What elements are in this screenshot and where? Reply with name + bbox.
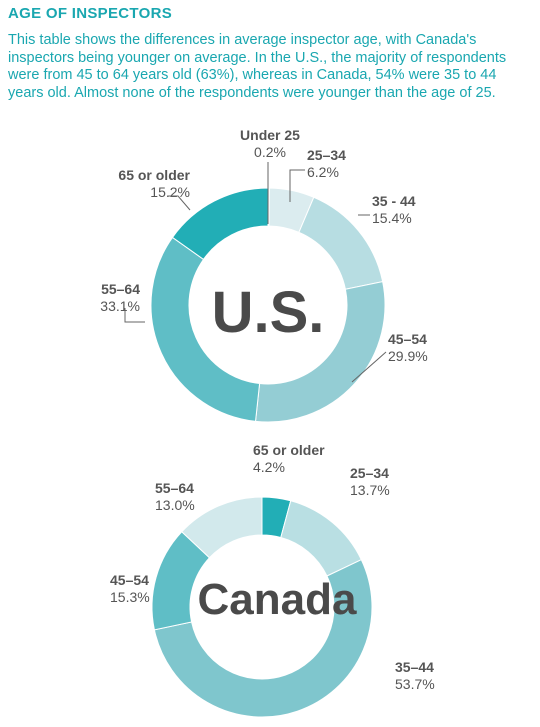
us-center-label: U.S.: [212, 280, 325, 345]
canada-value-55-64: 13.0%: [155, 497, 195, 513]
us-value-55-64: 33.1%: [100, 298, 140, 314]
canada-slice-35-44: [153, 558, 373, 718]
canada-value-25-34: 13.7%: [350, 482, 390, 498]
us-label-25-34: 25–34: [307, 147, 346, 163]
canada-slice-55-64: [181, 496, 263, 559]
canada-value-35-44: 53.7%: [395, 676, 435, 692]
us-slice-35-44: [298, 196, 384, 290]
us-value-45-54: 29.9%: [388, 348, 428, 364]
canada-value-45-54: 15.3%: [110, 589, 150, 605]
us-value-65-or-older: 15.2%: [150, 184, 190, 200]
chart-description: This table shows the differences in aver…: [8, 32, 507, 101]
us-leader-55-64: [124, 308, 145, 323]
us-value-25-34: 6.2%: [307, 164, 339, 180]
canada-slice-25-34: [280, 500, 362, 577]
canada-label-35-44: 35–44: [395, 659, 434, 675]
us-value-under-25: 0.2%: [254, 144, 286, 160]
us-label-under-25: Under 25: [240, 127, 300, 143]
canada-label-25-34: 25–34: [350, 465, 389, 481]
us-label-45-54: 45–54: [388, 331, 427, 347]
us-leader-65-or-older: [168, 195, 191, 211]
us-label-35-44: 35 - 44: [372, 193, 416, 209]
canada-label-55-64: 55–64: [155, 480, 194, 496]
us-leader-45-54: [351, 351, 387, 383]
canada-label-65-or-older: 65 or older: [253, 442, 325, 458]
chart-title: AGE OF INSPECTORS: [8, 5, 173, 22]
canada-label-45-54: 45–54: [110, 572, 149, 588]
canada-center-label: Canada: [198, 575, 357, 624]
us-label-65-or-older: 65 or older: [118, 167, 190, 183]
us-value-35-44: 15.4%: [372, 210, 412, 226]
canada-value-65-or-older: 4.2%: [253, 459, 285, 475]
us-leader-25-34: [289, 169, 305, 202]
us-label-55-64: 55–64: [101, 281, 140, 297]
